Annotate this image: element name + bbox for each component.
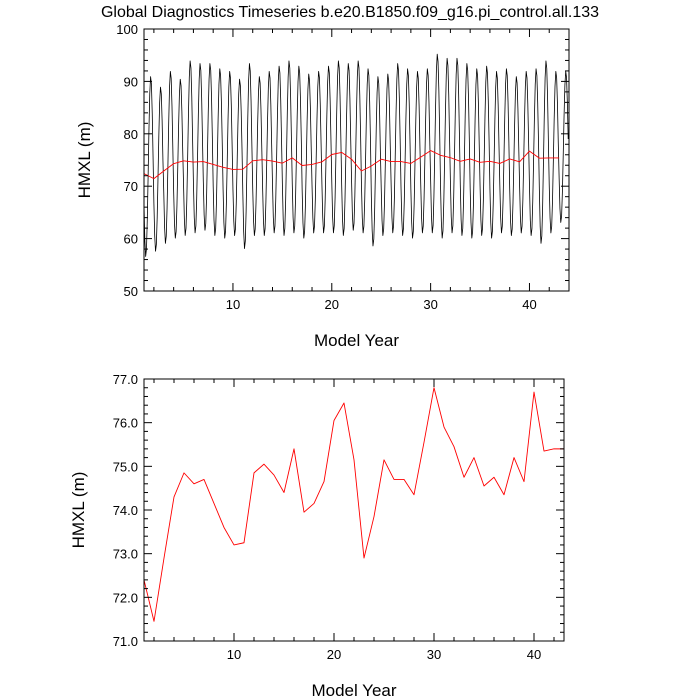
bottom-y-axis-label: HMXL (m) — [69, 472, 88, 549]
top-y-axis-label: HMXL (m) — [75, 122, 94, 199]
top-y-tick-label: 70 — [124, 179, 138, 194]
chart-title: Global Diagnostics Timeseries b.e20.B185… — [101, 4, 599, 21]
bottom-y-tick-label: 71.0 — [113, 634, 138, 649]
top-x-tick-label: 40 — [522, 297, 536, 312]
bottom-x-tick-label: 20 — [327, 647, 341, 662]
bottom-y-tick-label: 74.0 — [113, 503, 138, 518]
top-series-line-0 — [143, 53, 569, 257]
top-y-tick-label: 80 — [124, 127, 138, 142]
bottom-panel: 10 20 30 40 71.0 72.0 73.0 74.0 75.0 76.0 77.0 Mod… — [69, 372, 565, 700]
top-axis-ticks: 10 20 30 40 50 60 70 80 90 100 — [116, 22, 570, 312]
top-series-line-1 — [143, 150, 560, 180]
top-x-tick-label: 10 — [226, 297, 240, 312]
bottom-plot-marks — [143, 387, 564, 622]
top-y-tick-label: 50 — [124, 284, 138, 299]
bottom-x-tick-label: 40 — [527, 647, 541, 662]
bottom-y-tick-label: 73.0 — [113, 547, 138, 562]
bottom-x-tick-label: 30 — [427, 647, 441, 662]
bottom-y-tick-label: 77.0 — [113, 372, 138, 387]
bottom-y-tick-label: 72.0 — [113, 590, 138, 605]
top-y-tick-label: 90 — [124, 74, 138, 89]
top-panel: 10 20 30 40 50 60 70 80 90 100 Model Year HMXL (m… — [75, 22, 570, 350]
top-plot-frame — [143, 28, 570, 292]
bottom-y-tick-label: 76.0 — [113, 416, 138, 431]
top-plot-marks — [143, 53, 569, 257]
bottom-y-tick-label: 75.0 — [113, 459, 138, 474]
top-y-tick-label: 60 — [124, 232, 138, 247]
top-x-tick-label: 20 — [325, 297, 339, 312]
bottom-x-tick-label: 10 — [227, 647, 241, 662]
bottom-plot-frame — [143, 378, 565, 642]
bottom-axis-ticks: 10 20 30 40 71.0 72.0 73.0 74.0 75.0 76.0 77.0 — [113, 372, 564, 662]
bottom-series-line-0 — [143, 387, 564, 622]
bottom-x-axis-label: Model Year — [311, 681, 396, 700]
top-x-tick-label: 30 — [423, 297, 437, 312]
top-x-axis-label: Model Year — [314, 331, 399, 350]
top-y-tick-label: 100 — [116, 22, 138, 37]
